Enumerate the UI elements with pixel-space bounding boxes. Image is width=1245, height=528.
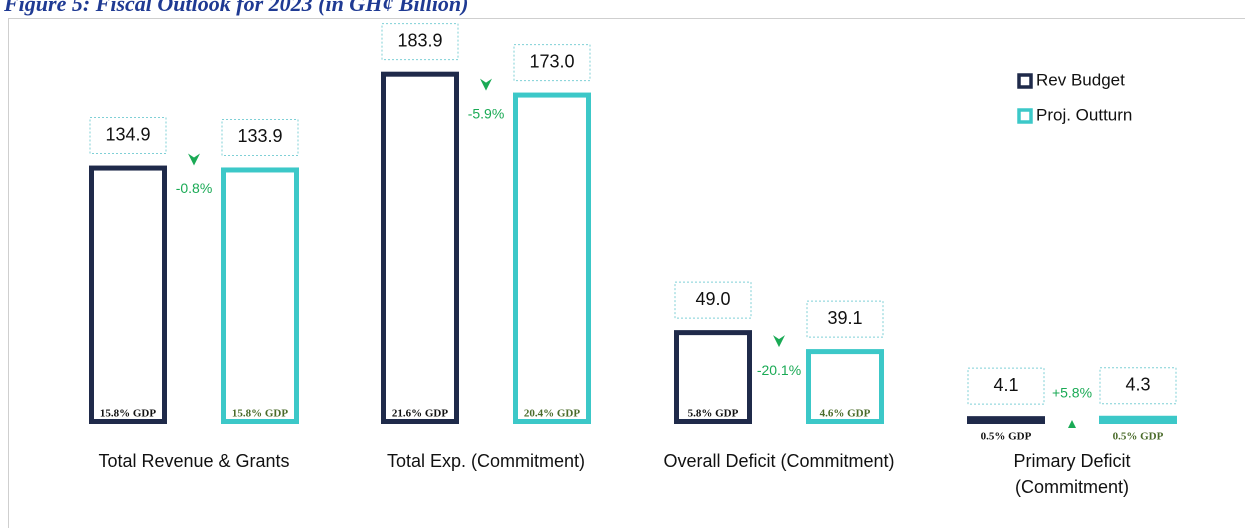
chart-title: Figure 5: Fiscal Outlook for 2023 (in GH… xyxy=(3,0,469,16)
gdp-label: 15.8% GDP xyxy=(232,408,289,420)
change-label: +5.8% xyxy=(1052,385,1092,401)
change-label: -5.9% xyxy=(468,105,505,121)
change-arrow xyxy=(773,335,785,348)
gdp-label: 21.6% GDP xyxy=(392,408,449,420)
legend-swatch xyxy=(1017,108,1033,124)
legend-label: Rev Budget xyxy=(1036,70,1125,89)
gdp-label: 20.4% GDP xyxy=(524,408,581,420)
value-label: 183.9 xyxy=(397,30,442,50)
x-tick-label: Total Exp. (Commitment) xyxy=(387,451,585,471)
value-label: 4.1 xyxy=(993,375,1018,395)
bar xyxy=(1099,415,1177,425)
bar xyxy=(89,165,167,424)
change-label: -0.8% xyxy=(176,180,213,196)
x-tick-label: Primary Deficit (Commitment) xyxy=(1013,451,1130,497)
gdp-label: 5.8% GDP xyxy=(688,408,739,420)
bar xyxy=(381,71,459,425)
value-label: 39.1 xyxy=(827,308,862,328)
change-arrow xyxy=(1068,420,1076,428)
bar xyxy=(806,349,884,424)
value-label-box xyxy=(513,44,591,82)
change-label: -20.1% xyxy=(757,362,801,378)
gdp-label: 4.6% GDP xyxy=(820,408,871,420)
value-label: 49.0 xyxy=(695,289,730,309)
gdp-label: 15.8% GDP xyxy=(100,408,157,420)
bar xyxy=(967,416,1045,425)
value-label: 4.3 xyxy=(1125,375,1150,395)
value-label-box xyxy=(967,367,1045,405)
value-label: 173.0 xyxy=(529,51,574,71)
value-label-box xyxy=(221,118,299,156)
gdp-label: 0.5% GDP xyxy=(981,431,1032,443)
value-label: 134.9 xyxy=(105,124,150,144)
bar xyxy=(674,330,752,424)
value-label-box xyxy=(1099,367,1177,405)
gdp-label: 0.5% GDP xyxy=(1113,431,1164,443)
legend-label: Proj. Outturn xyxy=(1036,105,1132,124)
value-label-box xyxy=(381,23,459,61)
change-arrow xyxy=(480,78,492,91)
chart-frame xyxy=(8,18,1245,528)
value-label-box xyxy=(806,300,884,338)
x-tick-label: Overall Deficit (Commitment) xyxy=(663,451,894,471)
x-tick-label: Total Revenue & Grants xyxy=(98,451,289,471)
bar xyxy=(513,92,591,424)
legend-swatch xyxy=(1017,73,1033,89)
value-label-box xyxy=(674,281,752,319)
bar xyxy=(221,167,299,424)
value-label: 133.9 xyxy=(237,126,282,146)
value-label-box xyxy=(89,117,167,155)
change-arrow xyxy=(188,153,200,166)
